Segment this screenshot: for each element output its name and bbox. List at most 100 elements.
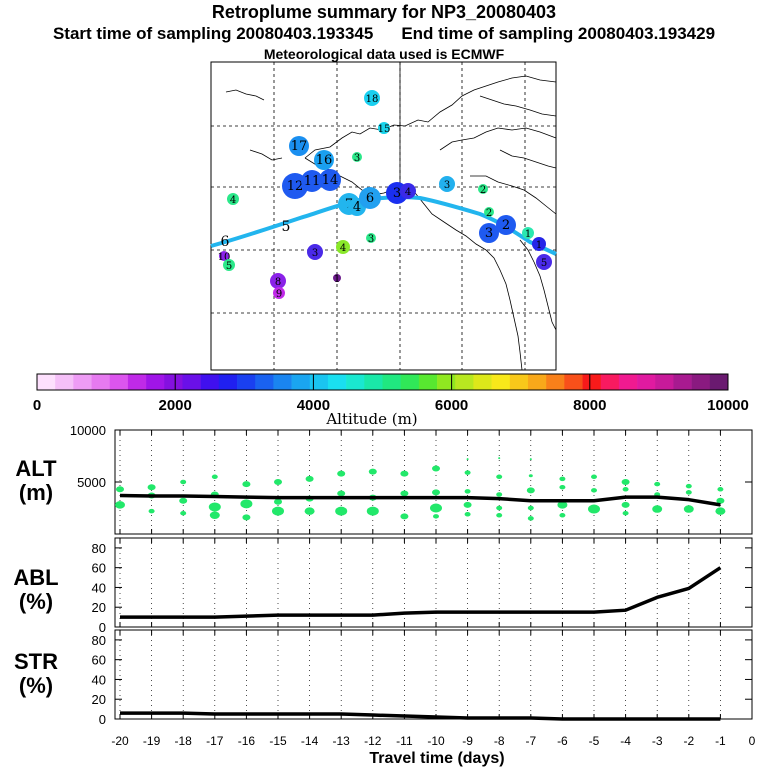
alt-series-line <box>119 493 721 507</box>
alt-scatter-point-56 <box>588 504 600 514</box>
colorbar-cell-3 <box>73 374 92 390</box>
map-point-label-5: 3 <box>354 153 360 164</box>
map-point-label-14: 4 <box>405 187 411 198</box>
x-tick-label-10: -10 <box>427 734 445 748</box>
map-point-23 <box>336 240 350 254</box>
colorbar-cell-35 <box>655 374 674 390</box>
alt-scatter-point-12 <box>209 511 220 520</box>
map-point-label-27: 5 <box>226 261 232 272</box>
alt-scatter-point-55 <box>591 488 597 493</box>
abl-ytick-label-3: 20 <box>92 600 106 615</box>
colorbar-tick-label-8000: 8000 <box>573 397 606 414</box>
alt-scatter-point-21 <box>304 507 315 515</box>
str-ylabel-line2: (%) <box>19 673 53 698</box>
alt-scatter-point-43 <box>496 505 503 511</box>
map-point-22 <box>536 254 552 270</box>
alt-scatter-point-40 <box>498 457 501 460</box>
map-point-label-17: 2 <box>486 208 492 219</box>
colorbar-cell-19 <box>364 374 383 390</box>
str-ytick-label-2: 40 <box>92 672 106 687</box>
alt-scatter-point-41 <box>496 474 503 480</box>
str-panel-frame <box>114 629 753 720</box>
str-ylabel-line1: STR <box>14 649 58 674</box>
x-tick-label-14: -6 <box>557 734 568 748</box>
alt-scatter-point-37 <box>464 489 471 494</box>
x-tick-label-2: -18 <box>175 734 193 748</box>
colorbar-cell-18 <box>346 374 365 390</box>
mean-trajectory-line <box>210 195 557 256</box>
map-point-label-24: 3 <box>368 234 374 245</box>
colorbar-cell-15 <box>291 374 311 390</box>
map-point-27 <box>223 259 235 271</box>
x-tick-label-6: -14 <box>301 734 319 748</box>
map-point-label-32: 5 <box>282 219 291 235</box>
alt-scatter-point-18 <box>272 506 284 516</box>
map-point-3 <box>289 136 309 156</box>
alt-scatter-point-66 <box>683 505 694 513</box>
alt-scatter-point-50 <box>559 476 566 482</box>
colorbar-cell-11 <box>218 374 238 390</box>
colorbar-cell-21 <box>400 374 420 390</box>
map-point-label-21: 1 <box>536 240 542 251</box>
x-tick-label-16: -4 <box>620 734 631 748</box>
alt-scatter-point-8 <box>180 510 187 516</box>
alt-ylabel-line2: (m) <box>19 480 53 505</box>
altitude-colorbar: 0 2000 4000 6000 8000 10000 Altitude (m) <box>33 373 749 428</box>
alt-scatter-point-11 <box>208 502 221 512</box>
colorbar-cell-30 <box>564 374 583 390</box>
alt-scatter-point-45 <box>529 458 532 461</box>
map-point-2 <box>378 122 390 134</box>
retroplume-map: 1815171631211144746343222311543310589165 <box>210 61 557 371</box>
x-tick-label-1: -19 <box>143 734 161 748</box>
colorbar-cell-38 <box>709 374 729 390</box>
map-point-label-16: 2 <box>480 185 486 196</box>
map-point-9 <box>227 193 239 205</box>
x-tick-label-17: -3 <box>652 734 663 748</box>
alt-scatter-point-48 <box>527 505 534 511</box>
str-ytick-label-1: 60 <box>92 653 106 668</box>
colorbar-cell-6 <box>127 374 147 390</box>
alt-scatter-point-15 <box>242 514 251 521</box>
alt-scatter-point-34 <box>433 514 439 519</box>
end-time-label: End time of sampling 20080403.193429 <box>401 24 716 43</box>
colorbar-cell-23 <box>437 374 456 390</box>
x-tick-label-9: -11 <box>396 734 413 748</box>
colorbar-cell-20 <box>382 374 401 390</box>
sampling-times: Start time of sampling 20080403.193345 En… <box>0 24 768 44</box>
x-tick-label-18: -2 <box>683 734 694 748</box>
map-point-label-12: 6 <box>366 191 374 206</box>
x-tick-label-4: -16 <box>238 734 256 748</box>
map-point-label-1: 18 <box>366 94 379 105</box>
colorbar-cell-36 <box>673 374 692 390</box>
x-tick-label-3: -17 <box>206 734 224 748</box>
map-point-12 <box>359 187 381 209</box>
colorbar-cell-25 <box>473 374 492 390</box>
colorbar-cell-24 <box>455 374 474 390</box>
alt-scatter-point-31 <box>432 465 440 472</box>
alt-scatter-point-24 <box>335 506 348 516</box>
colorbar-cell-28 <box>527 374 547 390</box>
alt-scatter-point-58 <box>622 487 629 492</box>
str-ytick-label-4: 0 <box>99 712 106 727</box>
colorbar-cell-7 <box>146 374 165 390</box>
alt-scatter-point-53 <box>559 513 566 518</box>
alt-scatter-point-17 <box>274 498 282 505</box>
map-point-label-18: 2 <box>502 218 510 233</box>
map-frame <box>210 61 557 371</box>
map-point-label-2: 15 <box>378 124 391 135</box>
alt-scatter-point-54 <box>591 474 597 480</box>
alt-scatter-point-46 <box>528 474 533 478</box>
alt-scatter-point-19 <box>305 475 314 482</box>
alt-scatter-point-27 <box>366 506 379 516</box>
map-point-21 <box>532 237 546 251</box>
map-point-label-8: 14 <box>322 173 339 188</box>
map-point-label-23: 4 <box>340 243 346 254</box>
alt-scatter-point-63 <box>652 505 663 513</box>
map-point-label-25: 3 <box>312 248 318 259</box>
abl-panel-frame <box>114 537 753 628</box>
map-point-label-26: 10 <box>218 252 231 263</box>
abl-ytick-label-2: 40 <box>92 580 106 595</box>
alt-ylabel-line1: ALT <box>15 456 57 481</box>
